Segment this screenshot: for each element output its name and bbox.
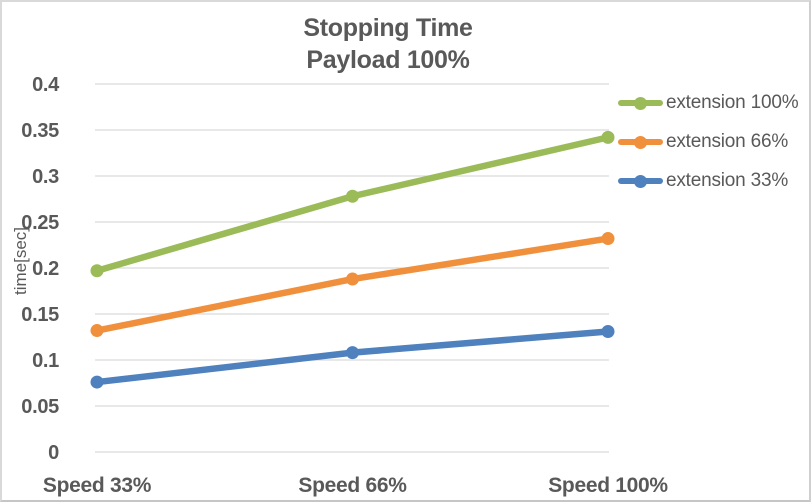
y-tick-label: 0.1 [32,350,59,372]
y-tick-label: 0.3 [32,166,59,188]
x-tick-label: Speed 100% [548,474,668,497]
legend-label: extension 66% [666,131,789,152]
legend-line-marker-icon [618,174,663,188]
x-tick-label: Speed 66% [298,474,407,497]
legend-label: extension 100% [666,92,799,113]
data-point-marker [90,375,104,389]
chart-title: Stopping Time [303,14,473,42]
data-point-marker [90,324,104,338]
legend-entry-extension-100: extension 100% [618,92,799,114]
legend-entry-extension-66: extension 66% [618,131,788,153]
y-tick-label: 0.05 [21,396,59,418]
legend-entry-extension-33: extension 33% [618,170,788,192]
legend-line-marker-icon [618,96,663,110]
legend-label: extension 33% [666,170,789,191]
data-point-marker [346,189,359,203]
chart-title-block: Stopping Time Payload 100% [2,12,774,76]
y-axis-title: time[sec] [11,226,30,296]
x-tick-label: Speed 33% [43,474,152,497]
data-point-marker [346,272,359,286]
y-tick-label: 0.35 [21,120,59,142]
chart-subtitle: Payload 100% [306,46,470,74]
data-point-marker [601,232,615,246]
y-tick-label: 0.4 [32,74,60,96]
y-tick-label: 0.25 [21,212,59,234]
data-point-marker [90,264,104,278]
y-tick-label: 0.15 [21,304,59,326]
data-point-marker [601,130,615,144]
legend-line-marker-icon [618,135,663,149]
data-point-marker [346,346,359,360]
data-point-marker [601,324,615,338]
y-tick-label: 0.2 [32,258,59,280]
y-tick-label: 0 [48,442,59,464]
